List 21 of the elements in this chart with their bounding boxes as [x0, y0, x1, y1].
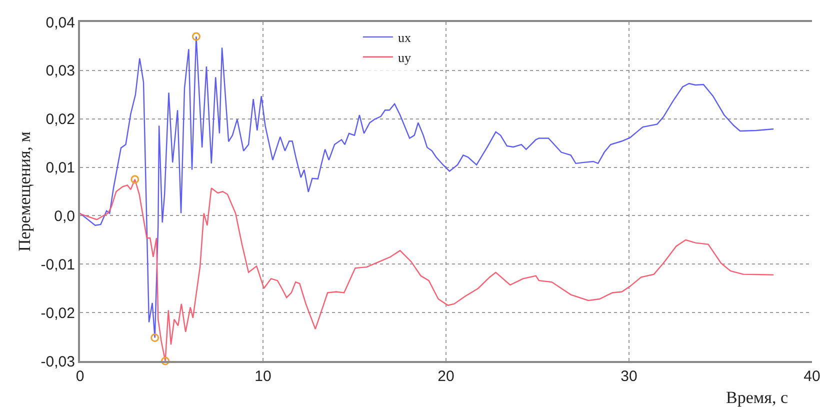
- x-axis-title: Время, с: [726, 388, 788, 407]
- y-tick-label: 0,03: [46, 62, 75, 80]
- point: [161, 356, 170, 366]
- x-tick-label: 10: [254, 368, 272, 385]
- y-tick-label: 0,04: [46, 14, 75, 32]
- x-tick-label: 30: [620, 368, 638, 385]
- x-tick-label: 40: [804, 368, 820, 385]
- x-tick-label: 0: [76, 368, 84, 385]
- y-tick-label: -0,02: [40, 304, 75, 322]
- x-tick-label: 20: [438, 368, 454, 385]
- y-tick-label: 0,0: [54, 208, 75, 225]
- y-tick-label: 0,01: [46, 160, 75, 177]
- point: [130, 175, 140, 184]
- point: [192, 32, 200, 41]
- legend-label: ux: [398, 30, 412, 46]
- y-tick-label: 0,02: [46, 111, 75, 128]
- point: [150, 334, 160, 342]
- y-axis-title: Перемещения, м: [14, 131, 34, 252]
- y-tick-label: -0,01: [40, 256, 75, 274]
- legend-label: uy: [398, 50, 412, 65]
- y-tick-label: -0,03: [40, 353, 75, 370]
